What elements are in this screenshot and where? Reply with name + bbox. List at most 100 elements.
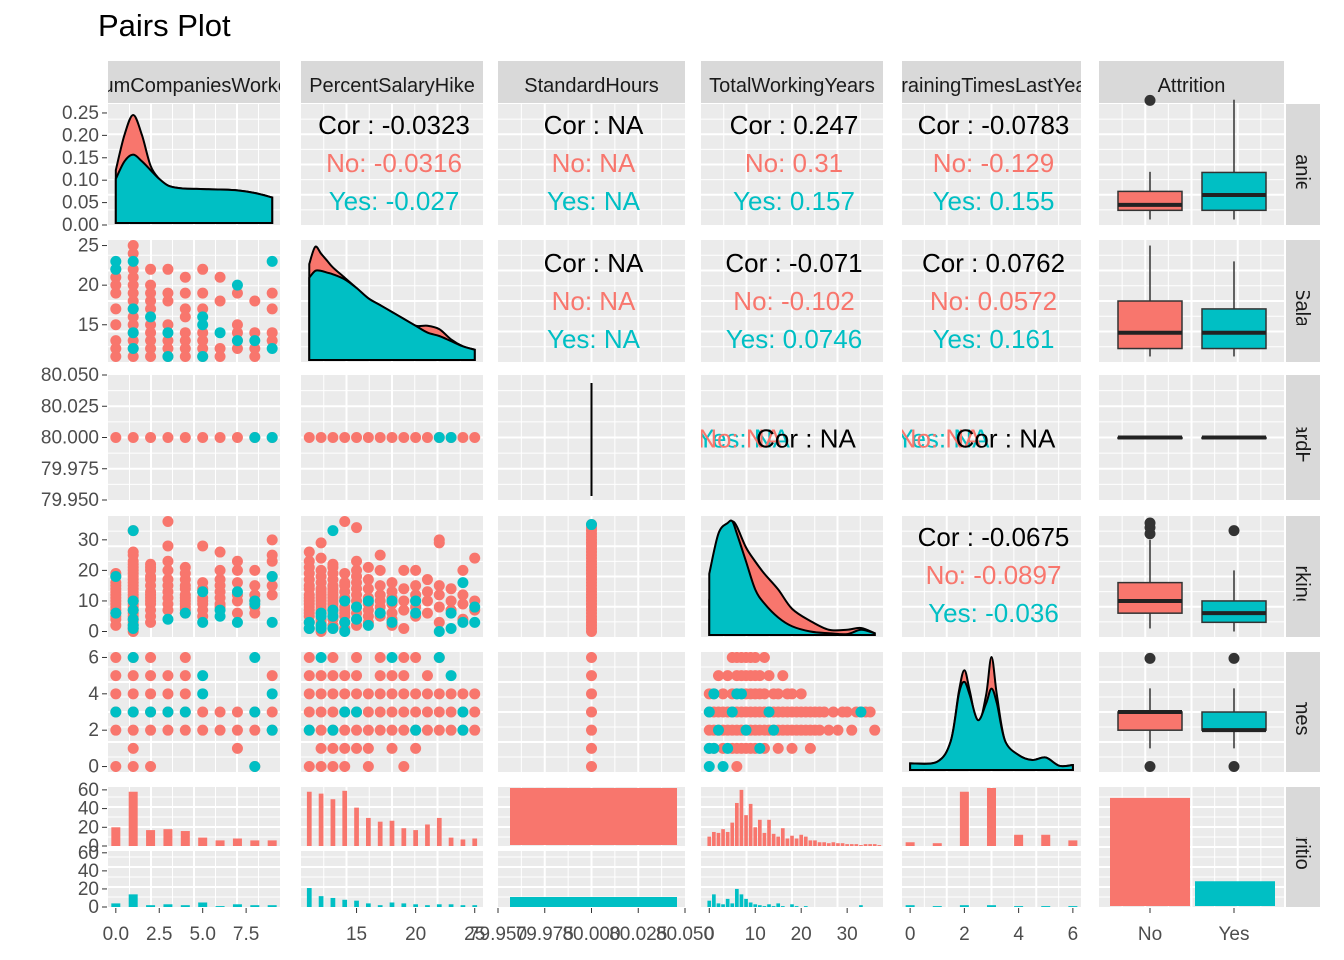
hist-bar-no — [163, 829, 173, 846]
scatter-point-no — [339, 724, 351, 736]
scatter-point-no — [127, 761, 139, 772]
scatter-point-no — [339, 688, 351, 700]
hist-bar-yes — [780, 906, 785, 907]
scatter-point-no — [145, 335, 157, 347]
scatter-point-no — [327, 652, 339, 663]
x-tick-label: 79.975 — [516, 924, 574, 945]
column-strip-label: TotalWorkingYears — [709, 75, 875, 97]
scatter-point-yes — [214, 327, 226, 339]
scatter-point-no — [469, 552, 481, 564]
hist-bar-no — [826, 843, 831, 846]
correlation-yes: Yes: 0.161 — [933, 324, 1055, 354]
scatter-point-no — [374, 688, 386, 700]
scatter-point-yes — [433, 652, 445, 663]
scatter-point-yes — [197, 616, 209, 628]
scatter-point-no — [231, 432, 243, 443]
scatter-point-yes — [266, 571, 278, 582]
hist-bar-yes — [318, 896, 324, 907]
scatter-point-no — [386, 586, 398, 598]
hist-bar-no — [1014, 834, 1024, 846]
boxplot-box — [1201, 308, 1267, 350]
hist-bar-no — [836, 843, 840, 846]
hist-bar-no — [128, 791, 138, 846]
scatter-point-yes — [197, 586, 209, 598]
correlation-overall: Cor : 0.247 — [730, 110, 859, 140]
scatter-point-no — [469, 688, 481, 700]
scatter-point-no — [362, 761, 374, 772]
scatter-point-no — [127, 295, 139, 307]
scatter-point-no — [362, 724, 374, 736]
y-tick-label: 0.00 — [62, 215, 99, 236]
scatter-point-no — [386, 670, 398, 682]
hist-bar-yes — [744, 898, 748, 907]
correlation-overall: Cor : NA — [544, 110, 644, 140]
column-strip — [902, 61, 1081, 103]
scatter-point-yes — [445, 607, 457, 619]
scatter-point-yes — [179, 706, 191, 718]
scatter-point-no — [433, 688, 445, 700]
scatter-point-no — [772, 688, 784, 700]
scatter-point-no — [179, 724, 191, 736]
scatter-point-no — [362, 432, 374, 443]
scatter-point-yes — [249, 706, 261, 718]
scatter-point-yes — [339, 616, 351, 628]
x-tick-label: 80.000 — [562, 924, 620, 945]
boxplot-no — [1117, 245, 1183, 357]
column-strip-label: StandardHours — [524, 75, 659, 97]
scatter-point-no — [303, 761, 315, 772]
scatter-point-no — [145, 279, 157, 291]
scatter-point-yes — [162, 613, 174, 625]
boxplot-box — [1201, 171, 1267, 212]
boxplot-no — [1117, 94, 1183, 220]
scatter-point-no — [179, 303, 191, 315]
scatter-point-no — [197, 540, 209, 552]
hist-bar-no — [905, 842, 915, 846]
scatter-point-no — [374, 432, 386, 443]
scatter-point-no — [421, 688, 433, 700]
scatter-point-no — [457, 589, 469, 601]
panel-0-3 — [701, 104, 883, 225]
scatter-point-no — [818, 706, 830, 718]
x-tick-label: 2 — [959, 924, 970, 945]
scatter-point-no — [398, 564, 410, 576]
scatter-point-yes — [303, 622, 315, 634]
scatter-point-no — [410, 652, 422, 663]
scatter-point-no — [197, 706, 209, 718]
row-strip-label: Attrition — [1291, 813, 1313, 881]
x-tick-label: 7.5 — [233, 924, 259, 945]
hist-bar-no — [799, 834, 804, 846]
scatter-point-no — [303, 432, 315, 443]
hist-bar-yes — [425, 905, 430, 907]
scatter-point-no — [731, 761, 743, 772]
scatter-point-no — [162, 335, 174, 347]
scatter-point-no — [110, 761, 122, 772]
hist-bar-no — [1041, 834, 1051, 846]
hist-bar-yes — [712, 894, 716, 907]
scatter-point-no — [421, 586, 433, 598]
y-tick-label: 80.025 — [41, 396, 99, 417]
scatter-point-no — [303, 670, 315, 682]
scatter-point-yes — [197, 688, 209, 700]
hist-bar-yes — [111, 903, 121, 907]
scatter-point-no — [758, 688, 770, 700]
scatter-point-yes — [231, 586, 243, 598]
scatter-point-yes — [303, 724, 315, 736]
scatter-point-no — [846, 724, 858, 736]
hist-bar-yes — [510, 897, 677, 907]
scatter-point-no — [327, 761, 339, 772]
scatter-point-no — [586, 706, 597, 718]
y-tick-label: 60 — [78, 843, 99, 864]
scatter-point-yes — [339, 626, 351, 637]
scatter-point-no — [127, 263, 139, 275]
boxplot-box — [1117, 300, 1183, 350]
scatter-point-no — [197, 263, 209, 275]
scatter-point-no — [145, 303, 157, 315]
scatter-point-no — [398, 604, 410, 616]
x-tick-label: 0 — [704, 924, 715, 945]
scatter-point-no — [231, 706, 243, 718]
y-tick-label: 30 — [78, 530, 99, 551]
boxplot-outlier — [1144, 761, 1156, 773]
hist-bar-no — [794, 838, 799, 846]
scatter-point-no — [231, 319, 243, 331]
scatter-point-no — [162, 263, 174, 275]
